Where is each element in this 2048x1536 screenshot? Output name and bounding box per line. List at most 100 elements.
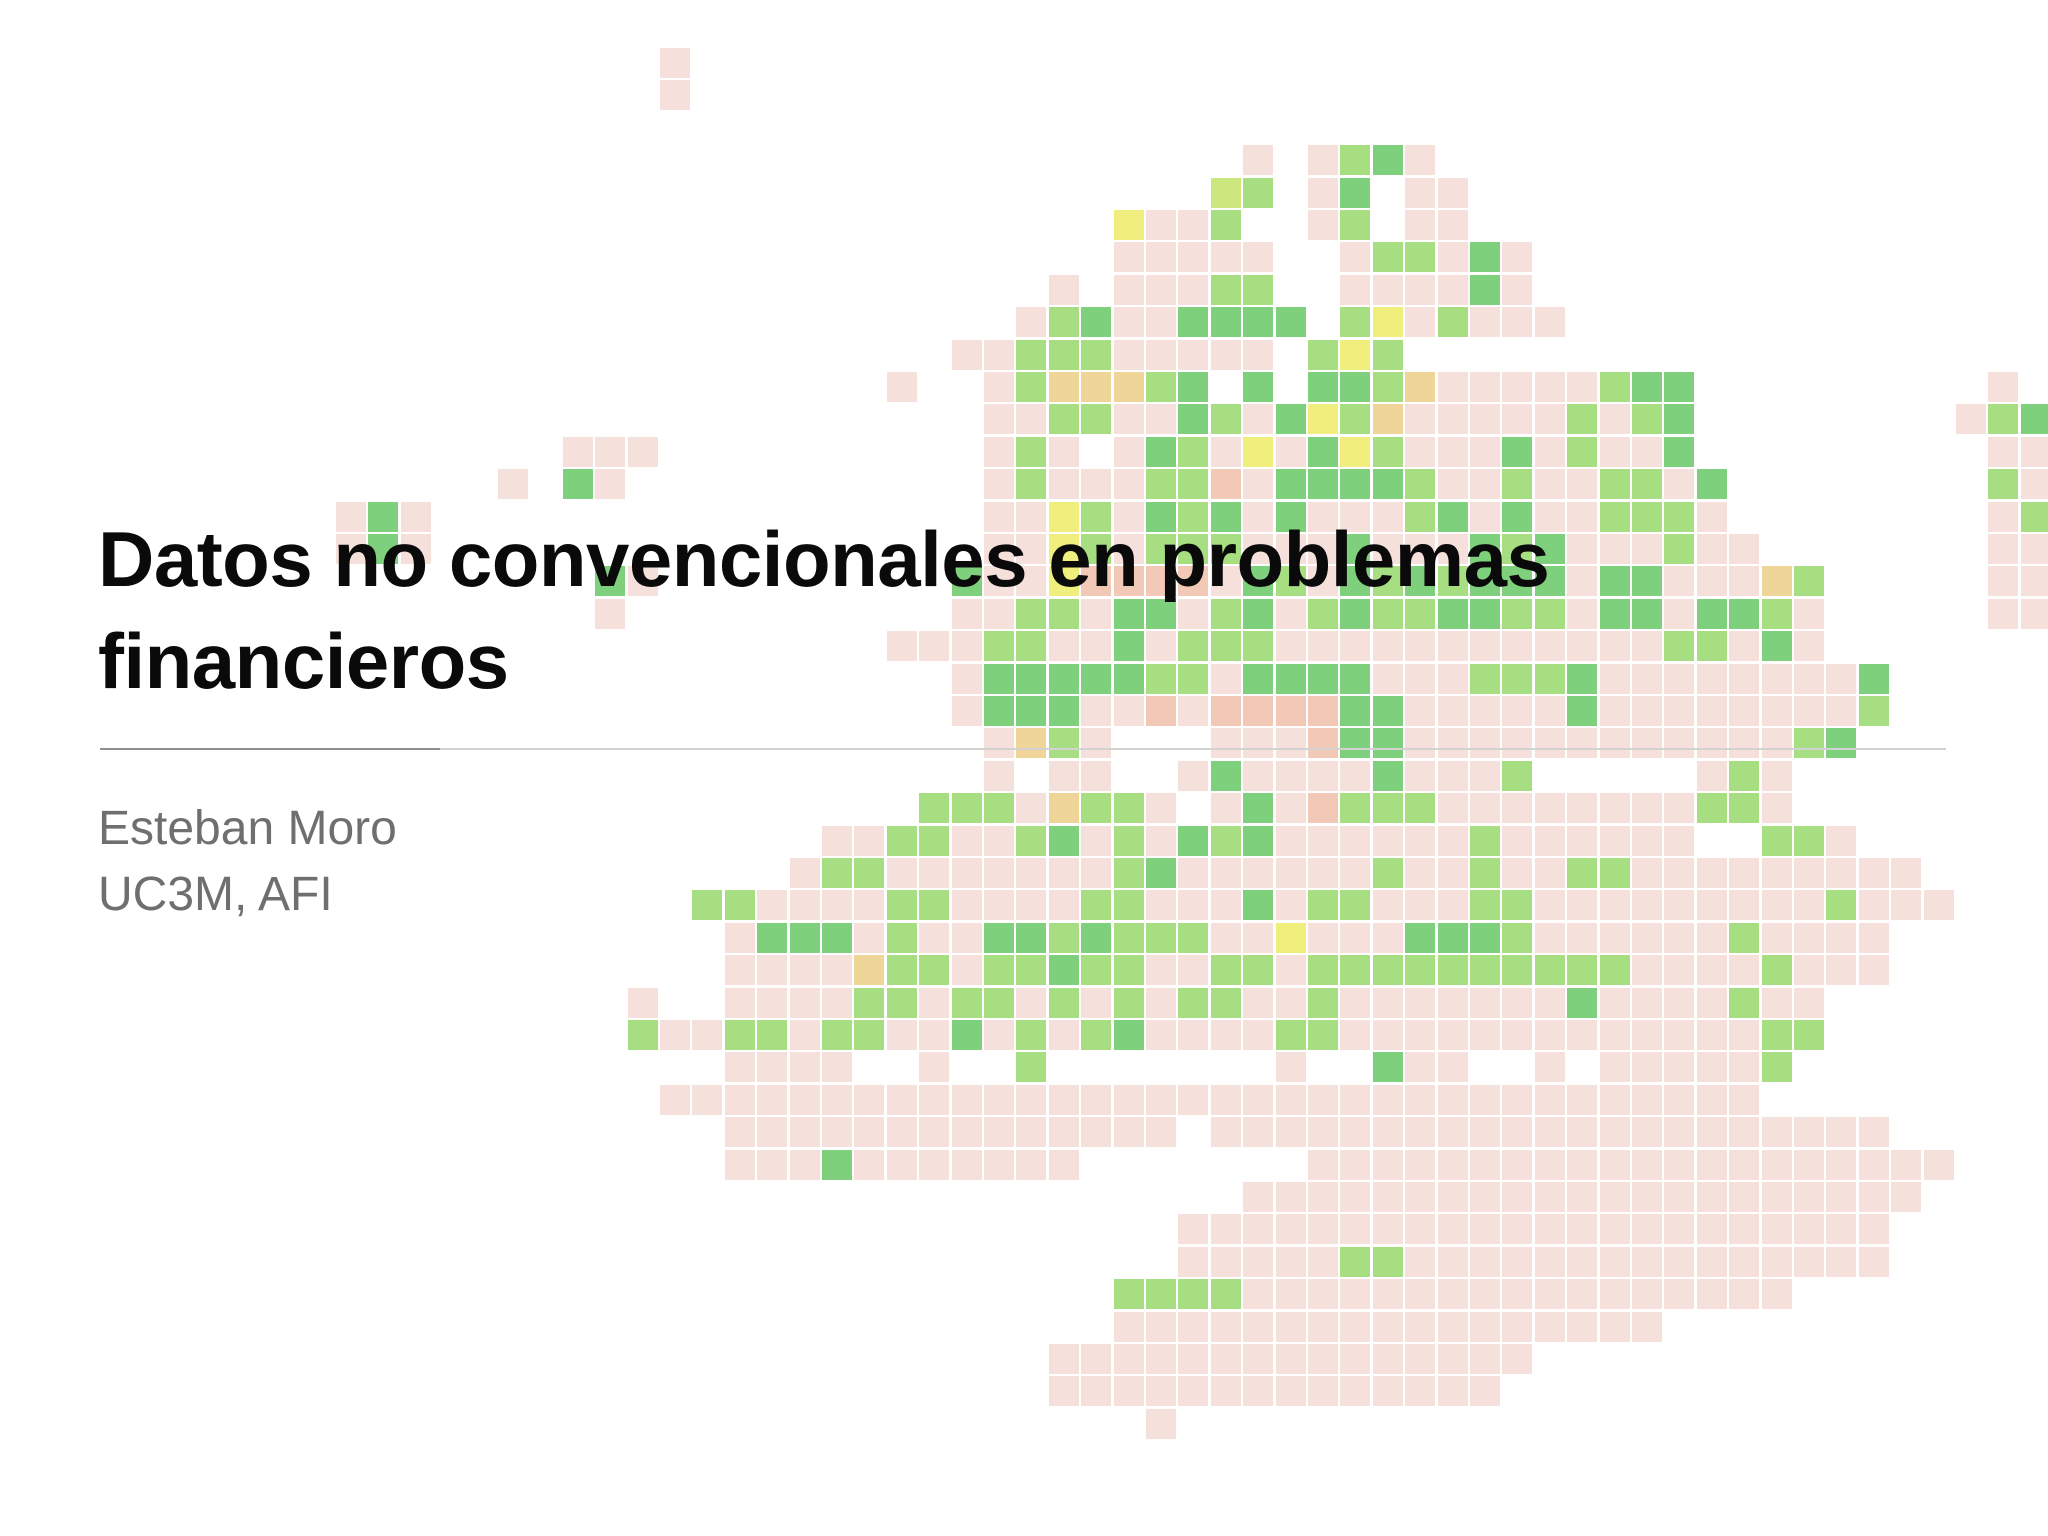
map-tile	[1276, 728, 1306, 758]
map-tile	[1178, 599, 1208, 629]
map-tile	[1924, 1150, 1954, 1180]
map-tile	[1243, 534, 1273, 564]
map-tile	[1632, 1150, 1662, 1180]
map-tile	[595, 437, 625, 467]
map-tile	[1438, 664, 1468, 694]
map-tile	[1276, 1279, 1306, 1309]
map-tile	[1470, 1312, 1500, 1342]
map-tile	[1373, 1117, 1403, 1147]
map-tile	[1049, 372, 1079, 402]
map-tile	[822, 858, 852, 888]
map-tile	[1664, 1117, 1694, 1147]
map-tile	[822, 955, 852, 985]
map-tile	[1373, 1085, 1403, 1115]
map-tile	[1178, 502, 1208, 532]
author-block: Esteban Moro UC3M, AFI	[98, 796, 397, 928]
map-tile	[1405, 1344, 1435, 1374]
map-tile	[1600, 1117, 1630, 1147]
map-tile	[854, 890, 884, 920]
map-tile	[1146, 664, 1176, 694]
map-tile	[1211, 178, 1241, 208]
map-tile	[1567, 858, 1597, 888]
map-tile	[1373, 1279, 1403, 1309]
map-tile	[757, 955, 787, 985]
map-tile	[1178, 210, 1208, 240]
map-tile	[1146, 210, 1176, 240]
map-tile	[1729, 988, 1759, 1018]
map-tile	[1438, 1150, 1468, 1180]
map-tile	[1891, 1150, 1921, 1180]
map-tile	[1502, 1085, 1532, 1115]
map-tile	[919, 1150, 949, 1180]
map-tile	[1729, 858, 1759, 888]
map-tile	[1211, 404, 1241, 434]
map-tile	[1146, 372, 1176, 402]
map-tile	[1600, 826, 1630, 856]
map-tile	[984, 955, 1014, 985]
map-tile	[1405, 210, 1435, 240]
map-tile	[1567, 372, 1597, 402]
map-tile	[984, 566, 1014, 596]
map-tile	[725, 1052, 755, 1082]
map-tile	[1535, 890, 1565, 920]
map-tile	[757, 1085, 787, 1115]
map-tile	[1762, 1150, 1792, 1180]
map-tile	[498, 469, 528, 499]
map-tile	[1211, 566, 1241, 596]
map-tile	[1794, 858, 1824, 888]
map-tile	[1049, 469, 1079, 499]
map-tile	[1988, 437, 2018, 467]
map-tile	[984, 340, 1014, 370]
map-tile	[1762, 696, 1792, 726]
map-tile	[1243, 988, 1273, 1018]
map-tile	[1405, 826, 1435, 856]
map-tile	[1081, 955, 1111, 985]
map-tile	[1697, 761, 1727, 791]
map-tile	[1211, 275, 1241, 305]
map-tile	[1211, 1214, 1241, 1244]
map-tile	[1697, 955, 1727, 985]
map-tile	[1276, 631, 1306, 661]
map-tile	[1600, 793, 1630, 823]
map-tile	[1211, 664, 1241, 694]
map-tile	[1470, 1020, 1500, 1050]
map-tile	[1470, 1182, 1500, 1212]
map-tile	[1049, 1376, 1079, 1406]
map-tile	[1276, 793, 1306, 823]
map-tile	[1762, 826, 1792, 856]
map-tile	[1405, 1247, 1435, 1277]
map-tile	[790, 1052, 820, 1082]
map-tile	[887, 923, 917, 953]
map-tile	[1373, 242, 1403, 272]
map-tile	[1373, 1247, 1403, 1277]
map-tile	[1600, 566, 1630, 596]
map-tile	[1697, 566, 1727, 596]
map-tile	[1049, 437, 1079, 467]
map-tile	[1081, 793, 1111, 823]
map-tile	[1340, 242, 1370, 272]
map-tile	[1178, 761, 1208, 791]
map-tile	[1146, 469, 1176, 499]
map-tile	[1632, 1052, 1662, 1082]
map-tile	[854, 988, 884, 1018]
map-tile	[1664, 1214, 1694, 1244]
map-tile	[1762, 890, 1792, 920]
map-tile	[1502, 923, 1532, 953]
map-tile	[1114, 1312, 1144, 1342]
map-tile	[1729, 534, 1759, 564]
map-tile	[1373, 275, 1403, 305]
map-tile	[725, 1150, 755, 1180]
map-tile	[1826, 890, 1856, 920]
map-tile	[1049, 955, 1079, 985]
map-tile	[1697, 1279, 1727, 1309]
map-tile	[1016, 599, 1046, 629]
map-tile	[984, 437, 1014, 467]
map-tile	[1243, 404, 1273, 434]
map-tile	[1146, 242, 1176, 272]
map-tile	[1405, 178, 1435, 208]
map-tile	[1729, 599, 1759, 629]
map-tile	[401, 502, 431, 532]
map-tile	[1697, 923, 1727, 953]
map-tile	[1016, 923, 1046, 953]
map-tile	[952, 890, 982, 920]
